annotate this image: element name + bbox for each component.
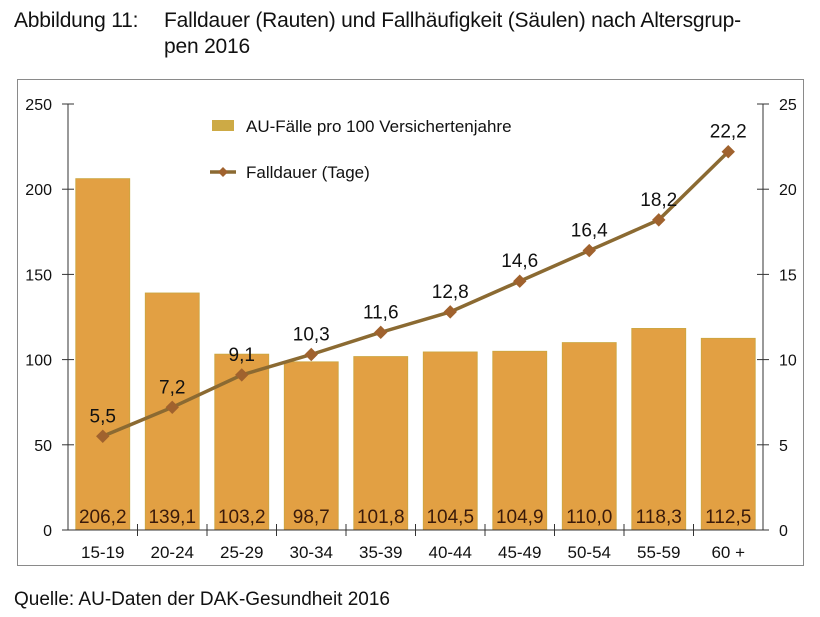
caption-number: Abbildung 11: [14, 9, 139, 32]
caption-title: Falldauer (Rauten) und Fallhäufigkeit (S… [164, 8, 804, 60]
bar [283, 361, 339, 531]
caption-title-line-1: Falldauer (Rauten) und Fallhäufigkeit (S… [164, 9, 741, 32]
diamond-marker [652, 213, 666, 227]
diamond-marker [374, 325, 388, 340]
line-value-label: 11,6 [363, 302, 399, 323]
bar-value-label: 112,5 [705, 507, 751, 528]
legend-marker-diamond [218, 167, 228, 177]
legend-label-bar: AU-Fälle pro 100 Versichertenjahre [246, 117, 512, 136]
x-tick-label: 45-49 [498, 543, 541, 562]
line-value-label: 9,1 [229, 345, 255, 366]
bar-value-label: 103,2 [218, 507, 266, 528]
bar-series [75, 178, 756, 531]
y-left-tick-label: 100 [25, 353, 52, 370]
y-left-tick-label: 250 [25, 97, 52, 114]
line-value-label: 16,4 [571, 221, 608, 242]
bar-value-label: 118,3 [636, 507, 682, 528]
line-value-label: 18,2 [640, 190, 677, 211]
x-tick-label: 35-39 [359, 543, 402, 562]
line-value-label: 7,2 [159, 377, 185, 398]
bar-value-label: 139,1 [148, 507, 196, 528]
x-tick-label: 40-44 [429, 543, 472, 562]
legend-swatch-bar [212, 120, 234, 131]
line-value-label: 22,2 [710, 122, 747, 143]
y-right-tick-label: 5 [779, 438, 788, 455]
diamond-marker [165, 400, 179, 415]
x-tick-label: 55-59 [637, 543, 680, 562]
y-left-tick-label: 0 [43, 523, 52, 540]
legend-label-line: Falldauer (Tage) [246, 163, 370, 182]
caption-title-line-2: pen 2016 [164, 35, 250, 58]
bar [214, 353, 270, 531]
diamond-marker [235, 368, 249, 382]
bar [492, 350, 548, 531]
legend: AU-Fälle pro 100 Versichertenjahre Falld… [210, 117, 512, 182]
line-value-label: 14,6 [501, 251, 538, 272]
diamond-marker [582, 243, 596, 258]
line-series [96, 145, 735, 443]
y-right-tick-label: 0 [779, 523, 788, 540]
y-right-tick-label: 20 [779, 182, 797, 199]
x-tick-label: 60 + [711, 543, 745, 562]
bar-value-label: 101,8 [357, 507, 405, 528]
bar-value-label: 206,2 [79, 507, 127, 528]
y-left-tick-label: 50 [34, 438, 52, 455]
y-left-tick-label: 200 [25, 182, 52, 199]
chart-frame [17, 79, 804, 566]
x-tick-labels: 15-19 20-24 25-29 30-34 35-39 40-44 45-49 50-54… [81, 543, 745, 562]
bar [631, 328, 687, 531]
diamond-marker [721, 145, 735, 159]
diamond-marker [443, 305, 457, 319]
y-right-tick-label: 15 [779, 267, 797, 284]
line-path [102, 150, 730, 438]
line-value-label: 10,3 [293, 324, 330, 345]
bar [353, 356, 409, 531]
bar [422, 351, 478, 531]
line-value-labels: 5,5 7,2 9,1 10,3 11,6 12,8 14,6 16,4 18,2 22,2 [90, 122, 747, 428]
x-tick-label: 30-34 [290, 543, 333, 562]
bar-value-labels: 206,2 139,1 103,2 98,7 101,8 104,5 104,9 110,0 1… [79, 507, 751, 528]
line-value-label: 5,5 [90, 406, 116, 427]
diamond-marker [96, 429, 110, 443]
line-value-label: 12,8 [432, 282, 469, 303]
y-left-tick-label: 150 [25, 267, 52, 284]
bar-value-label: 104,5 [426, 507, 474, 528]
diamond-marker [304, 347, 318, 362]
bar [700, 337, 756, 531]
bar [75, 178, 131, 531]
x-tick-label: 20-24 [151, 543, 194, 562]
bar-value-label: 98,7 [293, 507, 330, 528]
y-right-tick-label: 25 [779, 97, 797, 114]
x-tick-label: 25-29 [220, 543, 263, 562]
bar [561, 342, 617, 531]
bar-value-label: 104,9 [496, 507, 544, 528]
bar-value-label: 110,0 [566, 507, 612, 528]
source-note: Quelle: AU-Daten der DAK-Gesundheit 2016 [14, 589, 390, 610]
y-right-tick-label: 10 [779, 353, 797, 370]
axes: 0 50 100 150 200 250 0 5 10 15 20 25 [25, 97, 797, 540]
diamond-marker [513, 274, 527, 288]
x-tick-label: 50-54 [568, 543, 611, 562]
x-tick-label: 15-19 [81, 543, 124, 562]
